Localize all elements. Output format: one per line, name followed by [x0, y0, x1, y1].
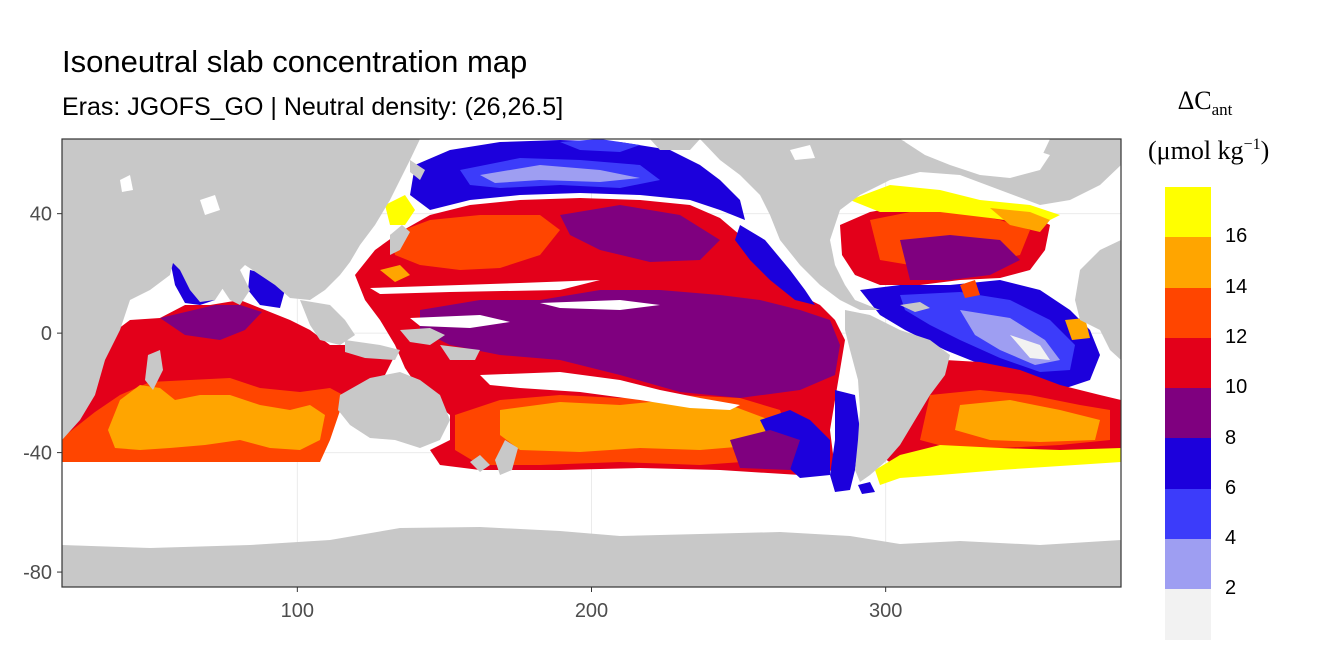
legend-swatch: [1165, 337, 1211, 389]
x-tick-label: 300: [869, 600, 902, 622]
x-tick-label: 100: [281, 600, 314, 622]
legend-label: 12: [1225, 325, 1248, 348]
y-axis: 40 0 -40 -80: [23, 204, 62, 584]
land-masses: [62, 139, 1121, 482]
legend-label: 14: [1225, 275, 1248, 298]
chart-subtitle: Eras: JGOFS_GO | Neutral density: (26,26…: [62, 93, 564, 121]
y-tick-label: -80: [23, 562, 52, 584]
legend-swatch: [1165, 388, 1211, 439]
legend-label: 6: [1225, 476, 1237, 499]
legend-colorbar: [1165, 187, 1211, 640]
legend-swatch: [1165, 287, 1211, 338]
legend-label: 16: [1225, 225, 1248, 248]
legend-swatch: [1165, 589, 1211, 640]
legend-units: (μmol kg−1): [1148, 136, 1270, 165]
north-america-land: [700, 139, 1121, 310]
legend-swatch: [1165, 539, 1211, 590]
nodata-streak: [370, 280, 600, 294]
y-tick-label: -40: [23, 443, 52, 465]
legend-swatch: [1165, 438, 1211, 489]
legend-title: ΔCant: [1177, 86, 1233, 119]
south-america-land: [845, 310, 950, 482]
antarctica-land: [62, 527, 1121, 587]
legend-label: 2: [1225, 577, 1237, 600]
legend-swatch: [1165, 187, 1211, 238]
eurasia-land: [130, 139, 420, 302]
legend-label: 4: [1225, 527, 1237, 550]
y-tick-label: 40: [30, 204, 52, 226]
x-tick-label: 200: [575, 600, 608, 622]
australia-land: [338, 372, 450, 448]
legend-swatch: [1165, 488, 1211, 540]
legend-label: 8: [1225, 426, 1237, 449]
legend-swatch: [1165, 237, 1211, 288]
legend-label: 10: [1225, 376, 1248, 399]
y-tick-label: 0: [41, 323, 52, 345]
x-axis: 100 200 300: [281, 587, 902, 622]
chart-title: Isoneutral slab concentration map: [62, 44, 528, 79]
